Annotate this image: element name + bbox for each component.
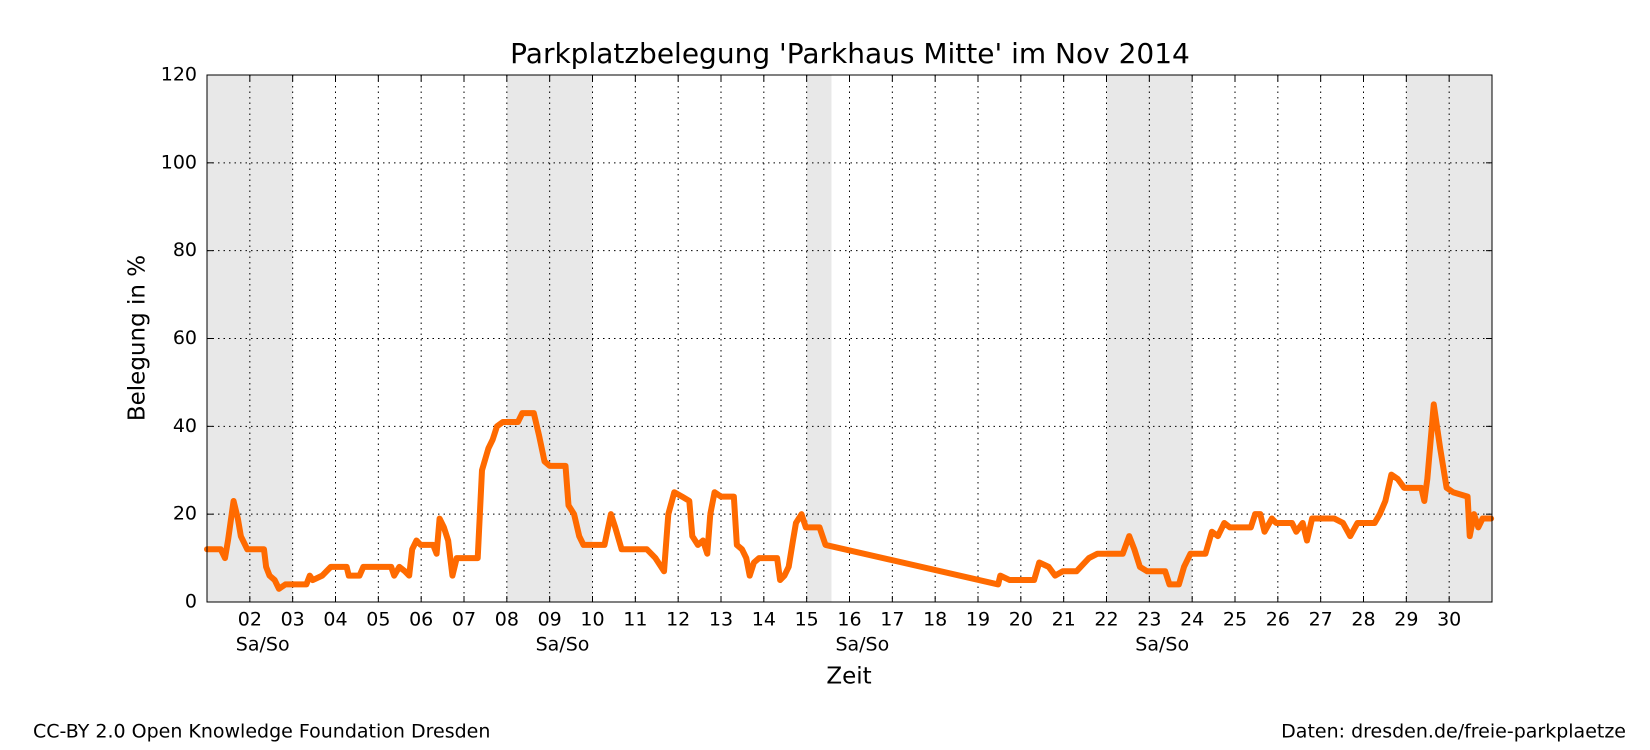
x-tick-label: 04 [323, 609, 347, 631]
x-tick-label: 15 [795, 609, 819, 631]
x-tick-label: 23 [1137, 609, 1161, 631]
y-tick-label: 40 [173, 415, 197, 437]
y-axis-label: Belegung in % [125, 255, 151, 421]
x-tick-label: 19 [966, 609, 990, 631]
x-tick-label: 28 [1351, 609, 1375, 631]
y-tick-label: 120 [161, 64, 197, 86]
y-tick-label: 80 [173, 239, 197, 261]
weekend-label: Sa/So [236, 634, 290, 656]
weekend-span [506, 75, 593, 602]
x-tick-label: 08 [495, 609, 519, 631]
x-tick-label: 13 [709, 609, 733, 631]
weekend-label: Sa/So [1135, 634, 1189, 656]
x-tick-label: 27 [1309, 609, 1333, 631]
x-tick-label: 22 [1094, 609, 1118, 631]
x-tick-label: 09 [538, 609, 562, 631]
x-tick-label: 12 [666, 609, 690, 631]
x-tick-label: 25 [1223, 609, 1247, 631]
y-tick-label: 20 [173, 503, 197, 525]
x-tick-label: 21 [1052, 609, 1076, 631]
x-tick-label: 06 [409, 609, 433, 631]
footer-left: CC-BY 2.0 Open Knowledge Foundation Dres… [33, 721, 490, 743]
x-axis-label: Zeit [826, 664, 871, 690]
weekend-span [806, 75, 832, 602]
y-tick-label: 60 [173, 327, 197, 349]
x-tick-label: 26 [1266, 609, 1290, 631]
x-tick-label: 29 [1394, 609, 1418, 631]
weekend-label: Sa/So [835, 634, 889, 656]
x-tick-label: 18 [923, 609, 947, 631]
x-tick-label: 14 [752, 609, 776, 631]
x-tick-label: 17 [880, 609, 904, 631]
x-tick-label: 02 [238, 609, 262, 631]
footer-right: Daten: dresden.de/freie-parkplaetze [1281, 721, 1626, 743]
x-tick-label: 07 [452, 609, 476, 631]
x-tick-label: 10 [580, 609, 604, 631]
x-tick-label: 30 [1437, 609, 1461, 631]
x-tick-label: 20 [1009, 609, 1033, 631]
y-tick-label: 100 [161, 151, 197, 173]
y-tick-label: 0 [185, 591, 197, 613]
weekend-label: Sa/So [536, 634, 590, 656]
x-tick-label: 11 [623, 609, 647, 631]
x-tick-label: 16 [837, 609, 861, 631]
plot-frame [206, 74, 1493, 603]
x-tick-label: 24 [1180, 609, 1204, 631]
x-tick-label: 05 [366, 609, 390, 631]
weekend-span [207, 75, 293, 602]
weekend-span [1106, 75, 1193, 602]
line [204, 401, 1495, 592]
x-tick-label: 03 [281, 609, 305, 631]
chart-title: Parkplatzbelegung 'Parkhaus Mitte' im No… [510, 37, 1190, 70]
